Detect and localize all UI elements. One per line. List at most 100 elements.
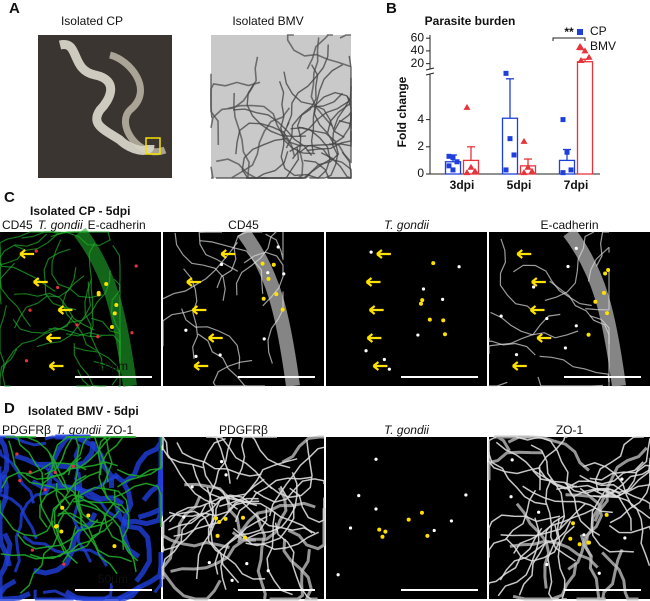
signal (348, 526, 353, 530)
arrow (536, 333, 552, 343)
texture (278, 81, 316, 155)
asterisk (571, 521, 576, 526)
texture (243, 251, 284, 307)
texture (153, 575, 163, 594)
texture (593, 471, 650, 498)
texture (0, 500, 54, 537)
texture (214, 508, 268, 575)
data-point (450, 167, 456, 173)
y-axis-label: Fold change (395, 76, 409, 147)
asterisk (96, 292, 101, 297)
texture (85, 436, 109, 483)
signal (441, 297, 445, 301)
texture (162, 503, 207, 576)
asterisk (601, 290, 606, 295)
texture (532, 469, 622, 496)
texture (212, 359, 253, 387)
texture (537, 376, 603, 387)
texture (234, 476, 312, 523)
image-title: T. gondii (384, 218, 429, 232)
texture (0, 449, 35, 504)
asterisk (114, 303, 119, 308)
texture (592, 438, 650, 499)
texture (605, 490, 650, 566)
asterisk (420, 298, 425, 303)
texture (488, 514, 561, 539)
asterisk (112, 544, 117, 549)
texture (500, 503, 586, 537)
texture (42, 583, 114, 601)
texture (161, 571, 222, 601)
texture (489, 381, 508, 387)
texture (291, 92, 344, 160)
channel-label: ZO-1 (106, 423, 134, 437)
texture (518, 514, 565, 596)
texture (202, 437, 239, 510)
texture (210, 56, 259, 129)
texture (488, 436, 541, 475)
signal (545, 316, 549, 321)
panel-label: B (386, 0, 397, 17)
y-tick-label: 4 (417, 112, 424, 126)
asterisk (271, 262, 276, 267)
signal (262, 337, 266, 341)
texture (230, 495, 316, 534)
signal (24, 359, 29, 363)
texture (181, 308, 241, 370)
arrow (512, 361, 527, 371)
x-tick-label: 5dpi (507, 178, 532, 192)
texture (488, 451, 547, 506)
texture (265, 232, 284, 260)
arrow (33, 277, 48, 287)
signal (416, 333, 420, 337)
asterisk (577, 542, 582, 547)
signal (357, 494, 361, 498)
texture (269, 549, 311, 601)
texture (579, 534, 606, 601)
signal (464, 493, 468, 497)
signal (218, 353, 222, 357)
signal (282, 272, 286, 276)
signal (219, 262, 224, 267)
asterisk (406, 517, 411, 522)
texture (210, 73, 220, 146)
texture (565, 493, 603, 558)
signal (532, 285, 536, 289)
significance-bracket (552, 37, 586, 41)
data-point (507, 136, 513, 142)
panel-label: C (4, 189, 15, 206)
texture (0, 249, 26, 305)
signal (194, 354, 198, 358)
texture (114, 505, 152, 583)
texture (176, 442, 262, 477)
texture (0, 474, 12, 567)
texture (170, 538, 256, 573)
texture (233, 92, 250, 179)
signal (182, 515, 186, 519)
signal (449, 519, 454, 523)
arrow (368, 305, 384, 315)
texture (73, 499, 139, 562)
texture (288, 152, 340, 179)
texture (216, 231, 263, 289)
texture (55, 482, 120, 529)
texture (62, 275, 97, 352)
signal (184, 328, 188, 332)
asterisk (217, 520, 222, 525)
micrograph (326, 437, 487, 599)
texture (235, 122, 302, 155)
texture (16, 518, 99, 550)
asterisk (274, 292, 279, 297)
texture (593, 446, 648, 522)
signal (574, 246, 578, 250)
texture (73, 346, 121, 387)
data-point (450, 155, 456, 161)
asterisk (54, 524, 59, 529)
data-point (463, 169, 471, 176)
arrow (529, 305, 545, 315)
texture (576, 548, 624, 601)
texture (91, 317, 121, 386)
texture (13, 292, 95, 331)
texture (174, 232, 226, 301)
texture (339, 34, 351, 39)
